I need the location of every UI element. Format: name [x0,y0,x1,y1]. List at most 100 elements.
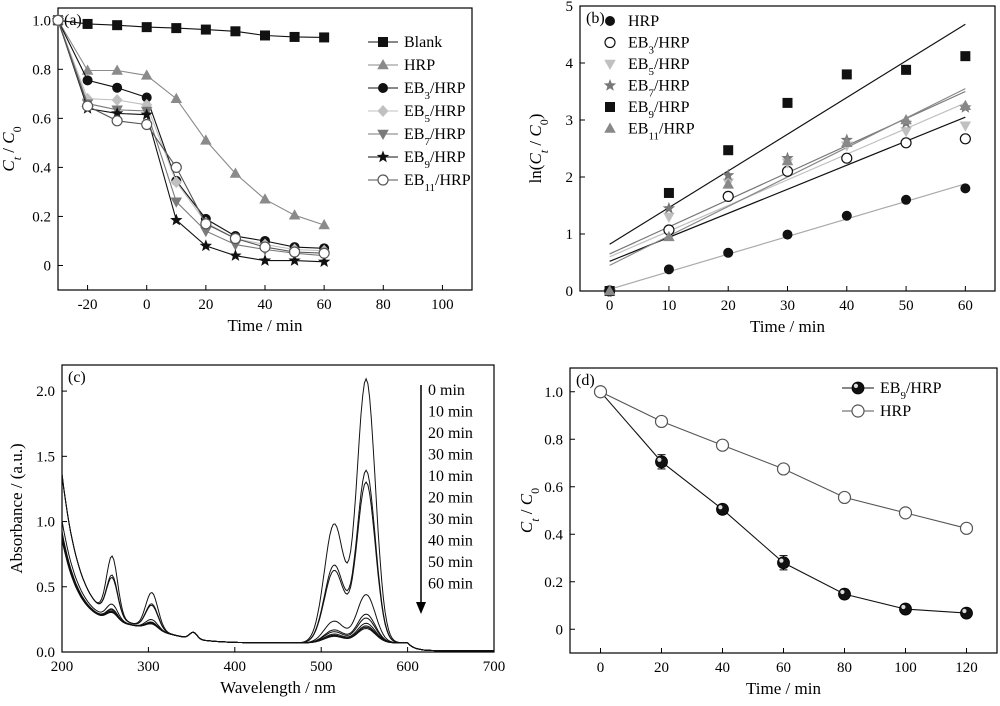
data-point [838,587,851,601]
data-point [81,100,94,112]
data-point-highlight [901,604,906,610]
legend-entry: EB7/HRP [404,126,466,148]
series-line [57,20,325,249]
x-tick-label: 50 [899,298,914,314]
legend-marker [851,404,865,418]
data-point-highlight [840,589,845,595]
data-point [782,229,793,240]
y-tick-label: 0 [556,622,564,638]
data-point [141,118,153,131]
legend-marker-body [851,381,865,395]
legend-entry: EB9/HRP [628,99,690,121]
panel-c: 200 300 400 500 600 700 0.0 0.5 1.0 1.5 2.0 Wavelen… [7,364,506,697]
data-point [288,254,301,266]
data-point [655,455,668,469]
fit-line [609,116,966,262]
data-point [111,115,123,127]
y-tick-label: 3 [566,113,574,129]
data-point [200,218,212,230]
data-point-body [838,587,851,601]
data-point [141,92,152,103]
y-tick-label: 1.5 [36,449,55,465]
data-point [140,108,153,120]
legend-marker [377,59,389,70]
series-line [57,20,325,263]
legend-marker [377,129,389,140]
x-tick-label: 100 [894,660,917,676]
data-point [258,254,272,266]
y-axis-label: Ct / C0 [0,126,24,171]
data-point [841,152,853,164]
data-point [170,197,183,208]
y-axis-label: Absorbance / (a.u.) [7,443,26,573]
legend-marker [605,102,615,112]
series-line [57,20,325,257]
series-line [57,20,325,226]
plot-frame [569,367,998,654]
series-line [57,20,325,252]
y-tick-label: 0.4 [544,527,563,543]
y-tick-label: 0.8 [544,432,563,448]
data-point [259,241,271,253]
x-tick-label: 60 [317,297,332,313]
legend-marker [378,83,388,93]
legend-entry: EB5/HRP [404,103,466,125]
legend-entry: EB9/HRP [404,149,466,171]
y-tick-label: 0.5 [36,580,55,596]
data-point [81,64,94,75]
data-point [959,99,972,110]
legend-marker [377,105,389,117]
data-point-body [655,455,668,469]
data-point [170,213,183,226]
y-tick-label: 0.0 [36,645,55,661]
data-point [777,556,790,570]
data-point [318,247,330,259]
y-tick-label: 0 [44,258,52,274]
x-axis-label: Wavelength / nm [220,678,336,697]
data-point [318,219,330,230]
data-point [662,201,676,214]
x-tick-label: 700 [483,659,506,675]
data-point [900,114,912,125]
legend-entry: EB11/HRP [628,121,695,143]
data-point [82,18,93,29]
y-tick-label: 2.0 [36,384,55,400]
data-point [663,212,675,223]
legend-entry: 20 min [428,425,473,442]
data-point [654,414,669,429]
panel-d: 0 20 40 60 80 100 120 0 0.2 0.4 0.6 0.8 1.0 Time / mi… [517,367,998,698]
y-tick-label: 4 [566,56,574,72]
data-point-body [899,602,912,616]
data-point [960,606,973,620]
data-point [141,22,152,33]
y-tick-label: 0.8 [32,62,51,78]
data-point [200,134,212,145]
data-point [722,190,734,202]
panel-label: (b) [586,10,605,27]
data-point-body [777,556,790,570]
data-point [112,82,123,93]
data-point [593,385,608,399]
data-point-body [960,606,973,620]
y-tick-label: 2 [566,170,574,186]
data-point [229,232,242,245]
y-tick-label: 1.0 [544,385,563,401]
x-axis-label: Time / min [746,679,821,698]
y-tick-label: 5 [566,0,574,15]
x-tick-label: 0 [606,298,614,314]
data-point [781,155,794,166]
x-axis-label: Time / min [750,317,825,336]
data-point-body [716,502,729,516]
data-point [663,187,674,198]
y-tick-label: 0.2 [544,575,563,591]
data-point [170,92,183,103]
y-tick-label: 0.6 [544,480,563,496]
legend-entry: HRP [404,57,435,74]
x-tick-label: -20 [78,297,98,313]
legend-entry: EB5/HRP [628,56,690,78]
x-tick-label: 20 [654,660,669,676]
data-point [782,97,793,108]
legend-marker [604,122,616,133]
data-point [901,194,912,205]
y-tick-label: 0.4 [32,160,51,176]
